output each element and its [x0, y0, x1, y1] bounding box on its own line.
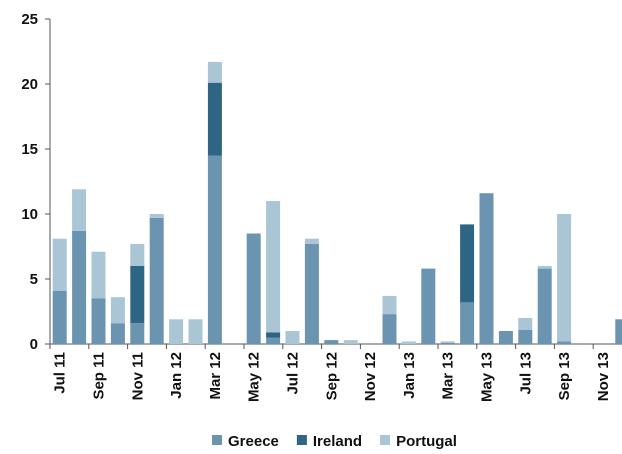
x-tick-label: Mar 12: [207, 352, 224, 400]
bar-segment: [460, 302, 475, 344]
x-tick-label: Sep 13: [556, 352, 573, 400]
bar-segment: [110, 297, 125, 324]
bar-segment: [421, 268, 436, 344]
legend-label: Greece: [228, 433, 279, 450]
bar-segment: [518, 318, 533, 330]
bar-segment: [537, 266, 552, 269]
bar-segment: [324, 340, 339, 344]
x-tick-label: Sep 11: [91, 352, 108, 400]
x-tick-label: Nov 13: [595, 352, 612, 401]
bar-segment: [440, 341, 455, 343]
x-tick-label: May 13: [479, 352, 496, 402]
legend-swatch: [380, 435, 391, 445]
bar-segment: [343, 340, 358, 344]
bar-segment: [207, 155, 222, 344]
bar-segment: [498, 331, 513, 344]
bar-segment: [110, 323, 125, 344]
y-tick-label: 0: [30, 336, 38, 353]
legend-swatch: [296, 435, 307, 445]
bar-segment: [479, 193, 494, 344]
bar-segment: [91, 298, 106, 344]
y-tick-label: 10: [21, 206, 38, 223]
y-tick-label: 25: [21, 11, 38, 28]
x-tick-label: Mar 13: [440, 352, 457, 400]
bar-segment: [207, 82, 222, 156]
legend-label: Portugal: [396, 433, 457, 450]
bar-segment: [304, 243, 319, 344]
x-tick-label: Jul 13: [517, 352, 534, 395]
bar-segment: [557, 341, 572, 344]
bar-segment: [440, 342, 455, 344]
x-tick-label: Nov 11: [129, 352, 146, 400]
bar-segment: [382, 314, 397, 344]
bar-segment: [188, 319, 203, 344]
bar-segment: [130, 243, 145, 266]
bar-segment: [401, 341, 416, 344]
bar-segment: [304, 238, 319, 244]
bar-segment: [207, 61, 222, 83]
x-tick-label: Nov 12: [362, 352, 379, 401]
bar-segment: [557, 214, 572, 342]
x-tick-label: Jan 13: [401, 352, 418, 399]
bar-segment: [246, 233, 261, 344]
bar-segment: [130, 323, 145, 344]
y-tick-label: 20: [21, 76, 38, 93]
x-tick-label: Jul 12: [285, 352, 302, 395]
legend-swatch: [212, 435, 222, 445]
bar-segment: [537, 268, 552, 344]
bar-segment: [615, 319, 622, 344]
bar-segment: [130, 266, 145, 324]
bar-segment: [169, 319, 184, 344]
bar-segment: [72, 189, 87, 231]
bar-segment: [518, 329, 533, 344]
bar-segment: [52, 238, 67, 291]
bar-segment: [460, 224, 475, 303]
bar-segment: [91, 251, 106, 299]
bar-segment: [52, 290, 67, 344]
bar-segment: [266, 332, 281, 338]
y-tick-label: 15: [21, 141, 38, 158]
bar-segment: [382, 295, 397, 315]
legend-label: Ireland: [313, 433, 362, 450]
bar-segment: [149, 214, 164, 218]
x-tick-label: Sep 12: [323, 352, 340, 400]
bar-segment: [149, 217, 164, 344]
y-tick-label: 5: [30, 271, 38, 288]
x-tick-label: Jul 11: [52, 352, 69, 394]
x-tick-label: May 12: [246, 352, 263, 402]
bar-segment: [285, 331, 300, 344]
bar-segment: [266, 201, 281, 333]
bar-segment: [72, 230, 87, 344]
x-tick-label: Jan 12: [168, 352, 185, 399]
bar-segment: [266, 337, 281, 344]
